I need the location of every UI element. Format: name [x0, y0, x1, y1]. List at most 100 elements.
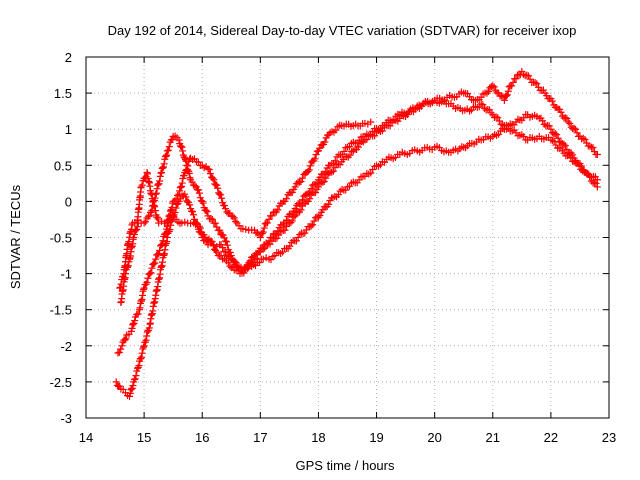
interp-point	[288, 217, 296, 225]
data-point	[367, 118, 375, 126]
interp-point	[479, 101, 487, 109]
interp-point	[328, 168, 336, 176]
data-point	[146, 212, 154, 220]
interp-point	[502, 92, 510, 100]
interp-point	[325, 200, 333, 208]
interp-point	[340, 147, 348, 155]
interp-point	[274, 206, 282, 214]
interp-point	[578, 135, 586, 143]
interp-point	[567, 154, 575, 162]
interp-point	[342, 186, 350, 194]
interp-point	[167, 221, 175, 229]
data-point	[163, 234, 171, 241]
interp-point	[178, 143, 186, 151]
interp-point	[306, 162, 314, 170]
interp-point	[306, 195, 314, 203]
interp-point	[159, 164, 167, 172]
interp-point	[229, 212, 237, 220]
interp-point	[258, 229, 266, 237]
data-point	[127, 327, 135, 335]
interp-point	[167, 217, 175, 225]
data-point	[489, 82, 497, 90]
interp-point	[281, 226, 289, 234]
interp-point	[531, 79, 539, 87]
interp-point	[138, 353, 146, 361]
data-point	[122, 270, 130, 278]
interp-point	[288, 188, 296, 196]
interp-point	[533, 80, 541, 88]
interp-point	[509, 78, 517, 86]
interp-point	[213, 181, 221, 189]
interp-point	[177, 142, 185, 150]
interp-point	[553, 131, 561, 139]
interp-point	[158, 164, 166, 172]
y-axis-label: SDTVAR / TECUs	[8, 184, 23, 289]
data-point	[227, 252, 235, 260]
data-point	[140, 342, 148, 350]
interp-point	[186, 201, 194, 209]
interp-point	[586, 142, 594, 150]
interp-point	[539, 117, 547, 125]
x-tick-label: 18	[311, 430, 325, 445]
interp-point	[153, 185, 161, 193]
interp-point	[336, 187, 344, 195]
interp-point	[297, 206, 305, 214]
interp-point	[133, 311, 141, 319]
interp-point	[566, 119, 574, 127]
interp-point	[154, 215, 162, 223]
interp-point	[137, 355, 145, 363]
data-point	[152, 190, 160, 198]
interp-point	[145, 324, 153, 332]
interp-point	[127, 386, 135, 394]
data-point	[175, 136, 183, 144]
interp-point	[131, 227, 139, 235]
interp-point	[570, 124, 578, 132]
interp-point	[139, 343, 147, 351]
interp-point	[165, 143, 173, 151]
data-point	[213, 248, 221, 256]
interp-point	[203, 208, 211, 216]
series-arc-1	[114, 118, 375, 357]
interp-point	[557, 144, 565, 152]
interp-point	[163, 216, 171, 224]
interp-point	[158, 240, 166, 248]
x-tick-label: 14	[79, 430, 93, 445]
interp-point	[176, 187, 184, 195]
interp-point	[147, 269, 155, 277]
interp-point	[149, 198, 157, 206]
interp-point	[592, 179, 600, 187]
data-point	[268, 212, 276, 220]
interp-point	[232, 218, 240, 226]
interp-point	[282, 195, 290, 203]
interp-point	[188, 178, 196, 186]
interp-point	[166, 226, 174, 234]
interp-point	[124, 263, 132, 271]
interp-point	[495, 117, 503, 125]
interp-point	[128, 324, 136, 332]
interp-point	[539, 86, 547, 94]
interp-point	[142, 336, 150, 344]
interp-point	[144, 274, 152, 282]
interp-point	[143, 278, 151, 286]
x-tick-label: 22	[544, 430, 558, 445]
interp-point	[189, 208, 197, 216]
interp-point	[287, 219, 295, 227]
data-point	[314, 183, 322, 191]
interp-point	[246, 257, 254, 265]
data-point	[477, 100, 485, 108]
interp-point	[168, 136, 176, 144]
interp-point	[320, 178, 328, 186]
x-tick-label: 19	[369, 430, 383, 445]
interp-point	[319, 178, 327, 186]
interp-point	[534, 83, 542, 91]
data-point	[291, 183, 299, 191]
interp-point	[494, 114, 502, 122]
interp-point	[354, 143, 362, 151]
data-point	[294, 234, 302, 241]
interp-point	[264, 219, 272, 227]
interp-point	[162, 219, 170, 227]
interp-point	[240, 265, 248, 273]
interp-point	[346, 151, 354, 159]
x-tick-label: 21	[486, 430, 500, 445]
interp-point	[560, 140, 568, 148]
